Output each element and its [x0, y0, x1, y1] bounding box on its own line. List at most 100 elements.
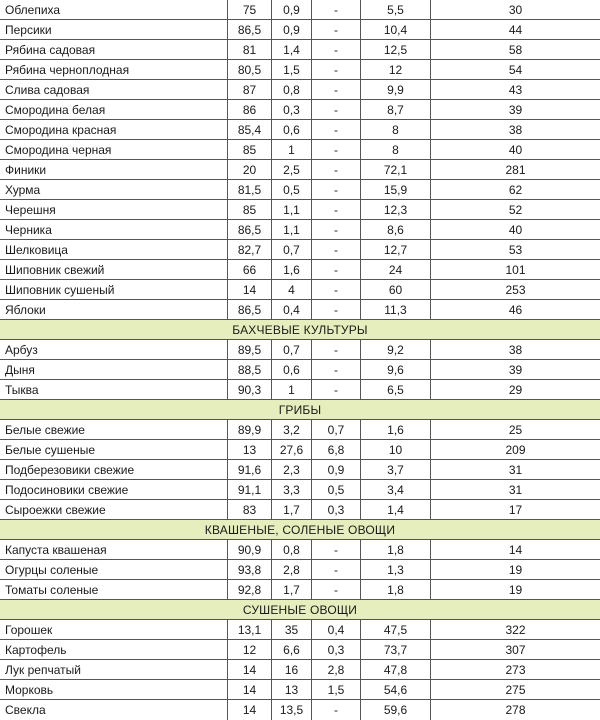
- fat-cell: -: [312, 280, 361, 299]
- table-row: Горошек 13,1 35 0,4 47,5 322: [0, 620, 600, 640]
- fat-cell: -: [312, 560, 361, 579]
- table-row: Черника 86,5 1,1-8,6 40: [0, 220, 600, 240]
- protein-cell: 0,3: [272, 100, 312, 119]
- product-name-cell: Рябина садовая: [0, 40, 228, 59]
- water-cell: 92,8: [228, 580, 272, 599]
- table-row: Морковь 14 13 1,5 54,6 275: [0, 680, 600, 700]
- protein-cell: 0,4: [272, 300, 312, 319]
- water-cell: 86: [228, 100, 272, 119]
- carbs-cell: 12,5: [361, 40, 431, 59]
- protein-cell: 1,1: [272, 200, 312, 219]
- carbs-cell: 9,6: [361, 360, 431, 379]
- product-name-cell: Слива садовая: [0, 80, 228, 99]
- water-cell: 12: [228, 640, 272, 659]
- carbs-cell: 59,6: [361, 700, 431, 720]
- water-cell: 20: [228, 160, 272, 179]
- table-row: Смородина черная 85 1-8 40: [0, 140, 600, 160]
- protein-cell: 0,9: [272, 20, 312, 39]
- fat-cell: -: [312, 340, 361, 359]
- water-cell: 81,5: [228, 180, 272, 199]
- product-name-cell: Морковь: [0, 680, 228, 699]
- section-header: СУШЕНЫЕ ОВОЩИ: [0, 600, 600, 620]
- product-name-cell: Огурцы соленые: [0, 560, 228, 579]
- kcal-cell: 209: [505, 442, 526, 457]
- table-row: Черешня 85 1,1-12,3 52: [0, 200, 600, 220]
- kcal-cell: 31: [508, 462, 523, 477]
- fat-cell: 1,5: [312, 680, 361, 699]
- water-cell: 91,6: [228, 460, 272, 479]
- kcal-cell: 322: [505, 622, 526, 637]
- protein-cell: 0,5: [272, 180, 312, 199]
- kcal-cell: 31: [508, 482, 523, 497]
- protein-cell: 1,1: [272, 220, 312, 239]
- kcal-cell: 40: [508, 222, 523, 237]
- product-name-cell: Черника: [0, 220, 228, 239]
- kcal-cell: 58: [508, 42, 523, 57]
- water-cell: 14: [228, 660, 272, 679]
- product-name-cell: Лук репчатый: [0, 660, 228, 679]
- table-row: Рябина садовая 81 1,4-12,5 58: [0, 40, 600, 60]
- carbs-cell: 9,2: [361, 340, 431, 359]
- kcal-cell: 19: [508, 562, 523, 577]
- protein-cell: 0,7: [272, 240, 312, 259]
- product-name-cell: Облепиха: [0, 0, 228, 19]
- table-row: Тыква 90,3 1-6,5 29: [0, 380, 600, 400]
- carbs-cell: 72,1: [361, 160, 431, 179]
- product-name-cell: Хурма: [0, 180, 228, 199]
- carbs-cell: 5,5: [361, 0, 431, 19]
- water-cell: 85: [228, 140, 272, 159]
- fat-cell: -: [312, 700, 361, 720]
- carbs-cell: 8,6: [361, 220, 431, 239]
- protein-cell: 13,5: [272, 700, 312, 720]
- kcal-cell: 29: [508, 382, 523, 397]
- product-name-cell: Капуста квашеная: [0, 540, 228, 559]
- water-cell: 89,5: [228, 340, 272, 359]
- fat-cell: 0,5: [312, 480, 361, 499]
- fat-cell: -: [312, 80, 361, 99]
- water-cell: 88,5: [228, 360, 272, 379]
- protein-cell: 0,8: [272, 540, 312, 559]
- product-name-cell: Белые свежие: [0, 420, 228, 439]
- water-cell: 14: [228, 680, 272, 699]
- kcal-cell: 273: [505, 662, 526, 677]
- product-name-cell: Смородина белая: [0, 100, 228, 119]
- kcal-cell: 38: [508, 342, 523, 357]
- fat-cell: -: [312, 260, 361, 279]
- carbs-cell: 73,7: [361, 640, 431, 659]
- kcal-cell: 46: [508, 302, 523, 317]
- product-name-cell: Тыква: [0, 380, 228, 399]
- kcal-cell: 44: [508, 22, 523, 37]
- protein-cell: 1,7: [272, 500, 312, 519]
- carbs-cell: 8: [361, 140, 431, 159]
- product-name-cell: Подосиновики свежие: [0, 480, 228, 499]
- table-row: Яблоки 86,5 0,4-11,3 46: [0, 300, 600, 320]
- carbs-cell: 1,8: [361, 580, 431, 599]
- table-row: Белые сушеные 13 27,6 6,8 10 209: [0, 440, 600, 460]
- product-name-cell: Шиповник свежий: [0, 260, 228, 279]
- kcal-cell: 38: [508, 122, 523, 137]
- fat-cell: -: [312, 140, 361, 159]
- product-name-cell: Подберезовики свежие: [0, 460, 228, 479]
- table-row: Свекла 14 13,5-59,6 278: [0, 700, 600, 720]
- water-cell: 85,4: [228, 120, 272, 139]
- water-cell: 91,1: [228, 480, 272, 499]
- fat-cell: -: [312, 180, 361, 199]
- fat-cell: -: [312, 160, 361, 179]
- water-cell: 90,3: [228, 380, 272, 399]
- carbs-cell: 10: [361, 440, 431, 459]
- table-row: Облепиха 75 0,9-5,5 30: [0, 0, 600, 20]
- carbs-cell: 8,7: [361, 100, 431, 119]
- section-header: ГРИБЫ: [0, 400, 600, 420]
- carbs-cell: 47,8: [361, 660, 431, 679]
- fat-cell: -: [312, 100, 361, 119]
- table-row: Персики 86,5 0,9-10,4 44: [0, 20, 600, 40]
- product-name-cell: Персики: [0, 20, 228, 39]
- carbs-cell: 24: [361, 260, 431, 279]
- product-name-cell: Финики: [0, 160, 228, 179]
- protein-cell: 0,6: [272, 120, 312, 139]
- protein-cell: 1: [272, 380, 312, 399]
- protein-cell: 16: [272, 660, 312, 679]
- fat-cell: 0,4: [312, 620, 361, 639]
- fat-cell: 0,3: [312, 500, 361, 519]
- carbs-cell: 1,8: [361, 540, 431, 559]
